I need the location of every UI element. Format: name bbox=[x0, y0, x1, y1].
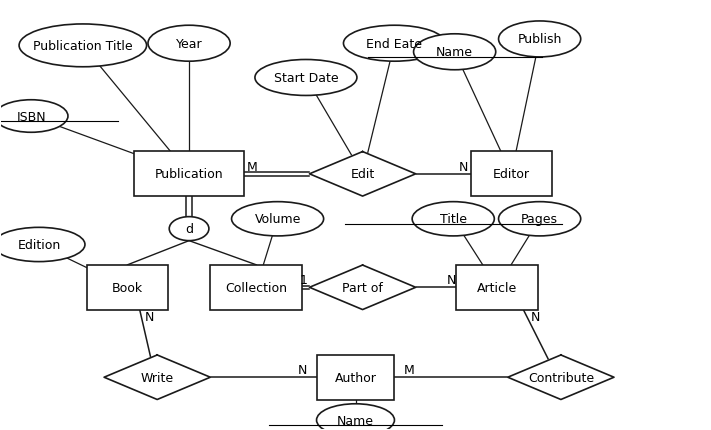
Text: Year: Year bbox=[176, 37, 203, 51]
Text: 1: 1 bbox=[299, 273, 307, 286]
Text: Start Date: Start Date bbox=[274, 72, 338, 85]
FancyBboxPatch shape bbox=[456, 265, 538, 310]
Polygon shape bbox=[104, 355, 210, 399]
Text: M: M bbox=[404, 363, 415, 376]
Text: Name: Name bbox=[337, 414, 374, 427]
Text: M: M bbox=[247, 160, 258, 173]
Text: Article: Article bbox=[477, 281, 518, 294]
Text: Publication: Publication bbox=[155, 168, 223, 181]
Polygon shape bbox=[309, 152, 416, 197]
FancyBboxPatch shape bbox=[471, 152, 552, 197]
Ellipse shape bbox=[414, 35, 496, 71]
Text: Volume: Volume bbox=[255, 213, 301, 226]
Text: Contribute: Contribute bbox=[528, 371, 594, 384]
Text: Edit: Edit bbox=[351, 168, 375, 181]
FancyBboxPatch shape bbox=[316, 355, 395, 400]
Ellipse shape bbox=[412, 202, 494, 237]
Polygon shape bbox=[508, 355, 614, 399]
Text: Pages: Pages bbox=[521, 213, 558, 226]
Polygon shape bbox=[309, 265, 416, 310]
Ellipse shape bbox=[255, 60, 357, 96]
Text: Collection: Collection bbox=[225, 281, 287, 294]
Text: Name: Name bbox=[436, 46, 473, 59]
FancyBboxPatch shape bbox=[87, 265, 169, 310]
Text: N: N bbox=[530, 310, 540, 323]
Text: N: N bbox=[447, 273, 456, 286]
Text: Part of: Part of bbox=[342, 281, 383, 294]
Text: Author: Author bbox=[335, 371, 376, 384]
Text: N: N bbox=[459, 160, 468, 173]
Text: Publication Title: Publication Title bbox=[33, 40, 133, 53]
Ellipse shape bbox=[498, 202, 581, 237]
Ellipse shape bbox=[19, 25, 146, 68]
Ellipse shape bbox=[498, 22, 581, 58]
Circle shape bbox=[169, 217, 209, 241]
Text: Write: Write bbox=[141, 371, 173, 384]
Text: ISBN: ISBN bbox=[16, 110, 46, 123]
Text: Edition: Edition bbox=[17, 238, 60, 252]
Ellipse shape bbox=[0, 101, 68, 133]
Ellipse shape bbox=[316, 404, 395, 430]
Text: d: d bbox=[185, 223, 193, 236]
Ellipse shape bbox=[343, 26, 446, 62]
Text: Title: Title bbox=[439, 213, 466, 226]
Text: Publish: Publish bbox=[518, 34, 562, 46]
Ellipse shape bbox=[148, 26, 230, 62]
Ellipse shape bbox=[0, 228, 85, 262]
Text: N: N bbox=[298, 363, 307, 376]
FancyBboxPatch shape bbox=[134, 152, 244, 197]
FancyBboxPatch shape bbox=[210, 265, 302, 310]
Ellipse shape bbox=[232, 202, 324, 237]
Text: Editor: Editor bbox=[493, 168, 530, 181]
Text: End Eate: End Eate bbox=[366, 37, 422, 51]
Text: N: N bbox=[145, 310, 154, 323]
Text: Book: Book bbox=[112, 281, 143, 294]
